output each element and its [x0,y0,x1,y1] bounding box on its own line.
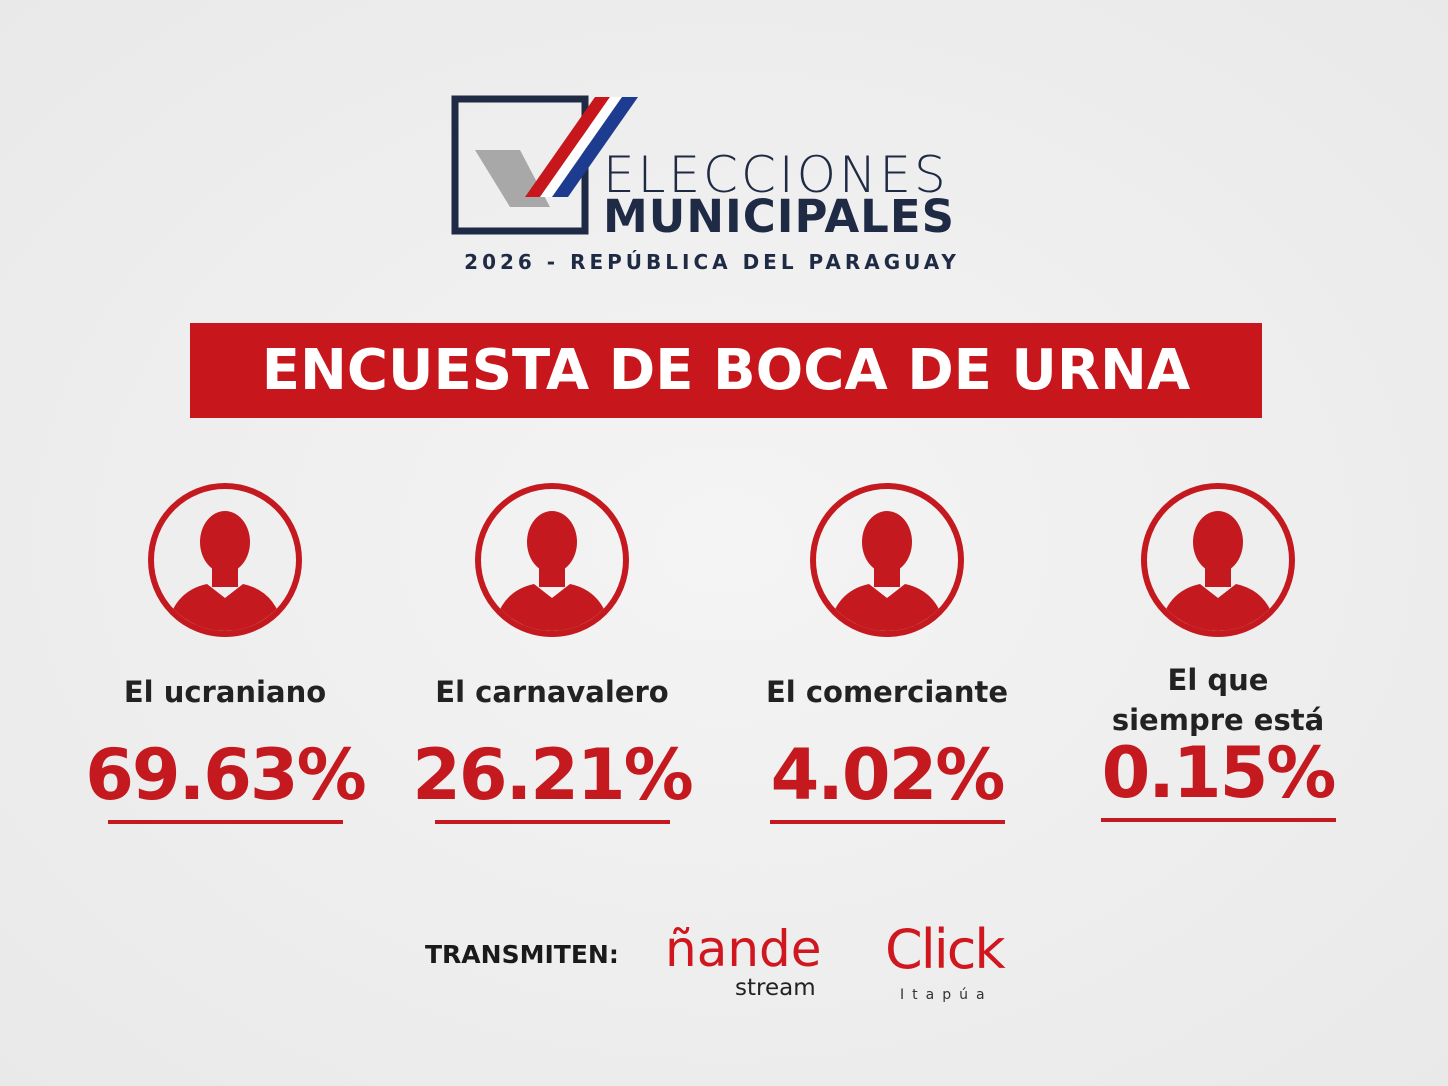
underline [434,820,670,824]
brand-sub: Itapúa [900,987,993,1003]
name-line: El que [1167,663,1269,697]
avatar [1141,483,1295,637]
candidate-percent: 0.15% [1101,732,1337,814]
brand-name: Click [885,918,1006,981]
candidate-name: El ucraniano [75,672,375,752]
candidate-name: El comerciante [737,672,1037,752]
banner-title: ENCUESTA DE BOCA DE URNA [261,338,1191,403]
candidate: El ucraniano 69.63% [75,480,375,824]
candidate-percent: 26.21% [412,734,694,816]
avatar [810,483,964,637]
avatar [475,483,629,637]
underline [769,820,1005,824]
footer-label: TRANSMITEN: [425,940,619,969]
candidate-name: El que siempre está [1068,660,1368,740]
candidate-percent: 4.02% [770,734,1006,816]
banner: ENCUESTA DE BOCA DE URNA [190,323,1262,418]
candidate-percent: 69.63% [85,734,367,816]
brand-sub: stream [735,975,816,1001]
underline [1100,818,1336,822]
logo-line2: MUNICIPALES [603,190,955,243]
name-line: El comerciante [765,675,1009,709]
underline [107,820,343,824]
avatar [148,483,302,637]
logo-line1: ELECCIONES [603,146,949,204]
brand-name: ñande [665,920,822,978]
candidate: El que siempre está 0.15% [1068,480,1368,822]
candidate: El comerciante 4.02% [737,480,1037,824]
name-line: siempre está [1111,703,1325,737]
candidate-name: El carnavalero [402,672,702,752]
logo-subtitle: 2026 - REPÚBLICA DEL PARAGUAY [464,250,960,274]
name-line: El ucraniano [123,675,327,709]
logo-mark [451,95,638,235]
candidate: El carnavalero 26.21% [402,480,702,824]
name-line: El carnavalero [435,675,669,709]
